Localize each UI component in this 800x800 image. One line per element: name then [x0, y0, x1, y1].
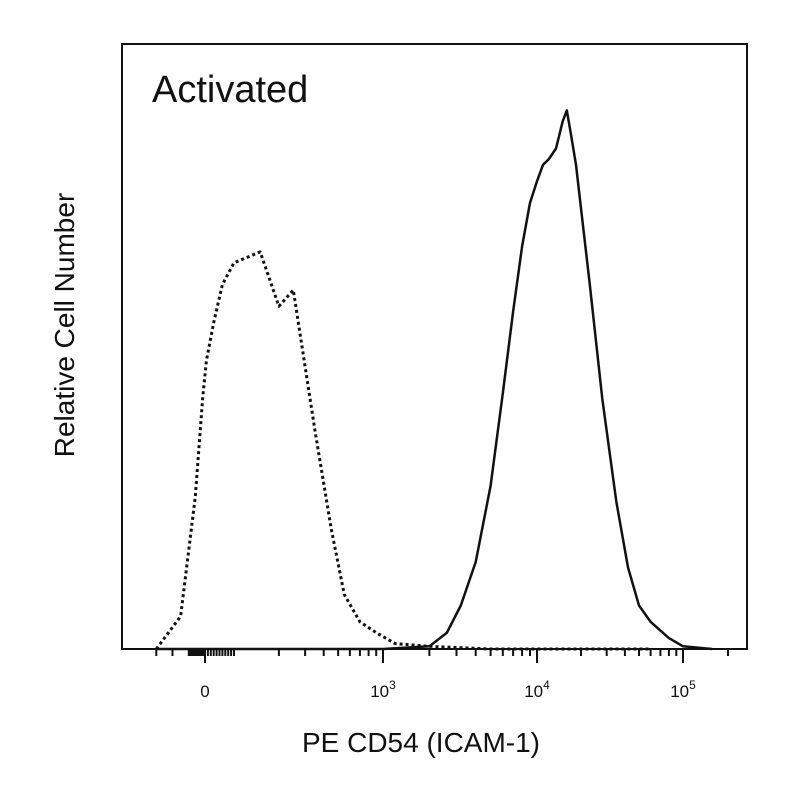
x-tick-label: 104	[524, 678, 550, 701]
dotted-histogram-line	[155, 250, 651, 651]
solid-histogram-line	[156, 109, 713, 651]
x-tick-label: 0	[200, 682, 209, 701]
y-axis-label: Relative Cell Number	[49, 193, 80, 458]
histogram-curves	[155, 109, 713, 651]
x-tick-label: 105	[670, 678, 696, 701]
plot-frame	[121, 43, 748, 650]
x-tick-label: 103	[370, 678, 396, 701]
x-axis-label: PE CD54 (ICAM-1)	[302, 727, 540, 758]
panel-label: Activated	[152, 69, 308, 111]
x-axis: 0 103 104 105	[155, 649, 729, 701]
